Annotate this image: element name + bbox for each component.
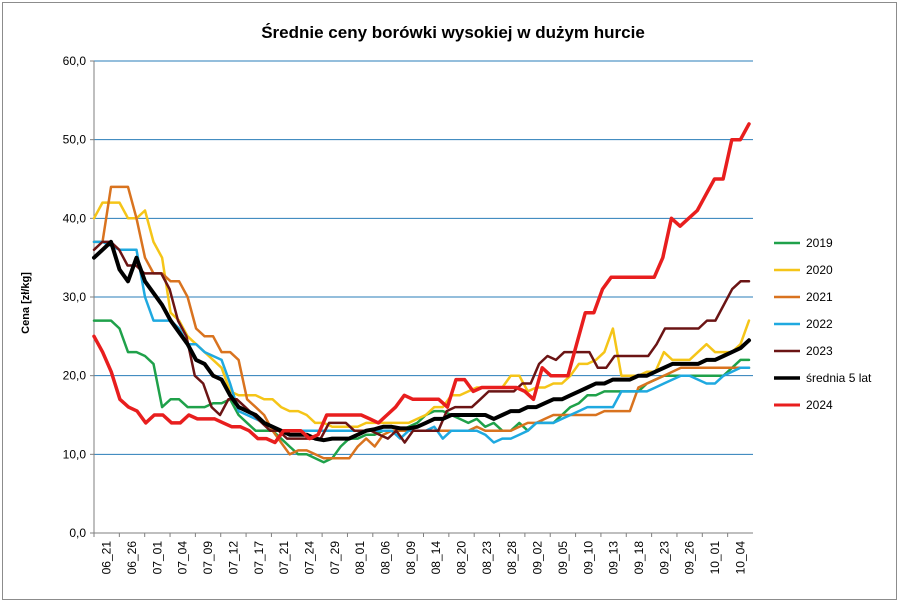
x-tick-label: 10_01 — [708, 541, 722, 575]
x-tick-label: 10_04 — [733, 541, 747, 575]
x-tick-label: 09_18 — [632, 541, 646, 575]
legend-label: 2021 — [806, 290, 833, 304]
x-tick-label: 09_26 — [683, 541, 697, 575]
series-line-5 — [92, 239, 751, 443]
x-tick-label: 08_09 — [404, 541, 418, 575]
series-line-0 — [92, 319, 751, 464]
x-tick-label: 09_13 — [607, 541, 621, 575]
legend-label: średnia 5 lat — [806, 371, 872, 385]
gridlines — [94, 60, 753, 455]
x-tick-label: 07_17 — [252, 541, 266, 575]
x-tick-label: 08_23 — [480, 541, 494, 575]
chart-title: Średnie ceny borówki wysokiej w dużym hu… — [261, 23, 645, 42]
x-tick-label: 08_01 — [353, 541, 367, 575]
legend: 2019 2020 2021 2022 2023 średnia 5 lat 2024 — [774, 236, 872, 412]
y-tick-label: 50,0 — [63, 133, 87, 147]
x-axis-ticks: 06_21 06_26 07_01 07_04 07_09 07_12 07_17 07_21… — [93, 533, 747, 575]
x-tick-label: 07_04 — [176, 541, 190, 575]
legend-label: 2024 — [806, 398, 833, 412]
x-tick-label: 07_21 — [277, 541, 291, 575]
line-chart: Średnie ceny borówki wysokiej w dużym hu… — [20, 23, 872, 575]
y-tick-label: 10,0 — [63, 447, 87, 461]
x-tick-label: 07_24 — [302, 541, 316, 575]
axes — [93, 61, 753, 534]
series-line-6 — [92, 122, 751, 445]
x-tick-label: 08_28 — [505, 541, 519, 575]
y-axis-label: Cena [zł/kg] — [20, 272, 32, 334]
legend-label: 2023 — [806, 344, 833, 358]
x-tick-label: 07_09 — [201, 541, 215, 575]
series-line-4 — [92, 240, 751, 444]
legend-label: 2022 — [806, 317, 833, 331]
series-lines — [92, 122, 751, 464]
y-tick-label: 60,0 — [63, 54, 87, 68]
x-tick-label: 08_20 — [455, 541, 469, 575]
y-tick-label: 0,0 — [69, 526, 86, 540]
y-tick-label: 20,0 — [63, 369, 87, 383]
x-tick-label: 09_05 — [556, 541, 570, 575]
legend-label: 2019 — [806, 236, 833, 250]
y-tick-label: 30,0 — [63, 290, 87, 304]
x-tick-label: 09_02 — [531, 541, 545, 575]
y-axis-ticks: 0,0 10,0 20,0 30,0 40,0 50,0 60,0 — [63, 54, 94, 540]
x-tick-label: 06_26 — [125, 541, 139, 575]
x-tick-label: 07_12 — [226, 541, 240, 575]
x-tick-label: 07_01 — [150, 541, 164, 575]
y-tick-label: 40,0 — [63, 211, 87, 225]
x-tick-label: 07_29 — [328, 541, 342, 575]
legend-label: 2020 — [806, 263, 833, 277]
x-tick-label: 09_10 — [581, 541, 595, 575]
x-tick-label: 08_06 — [378, 541, 392, 575]
x-tick-label: 09_23 — [657, 541, 671, 575]
x-tick-label: 06_21 — [100, 541, 114, 575]
x-tick-label: 08_14 — [429, 541, 443, 575]
